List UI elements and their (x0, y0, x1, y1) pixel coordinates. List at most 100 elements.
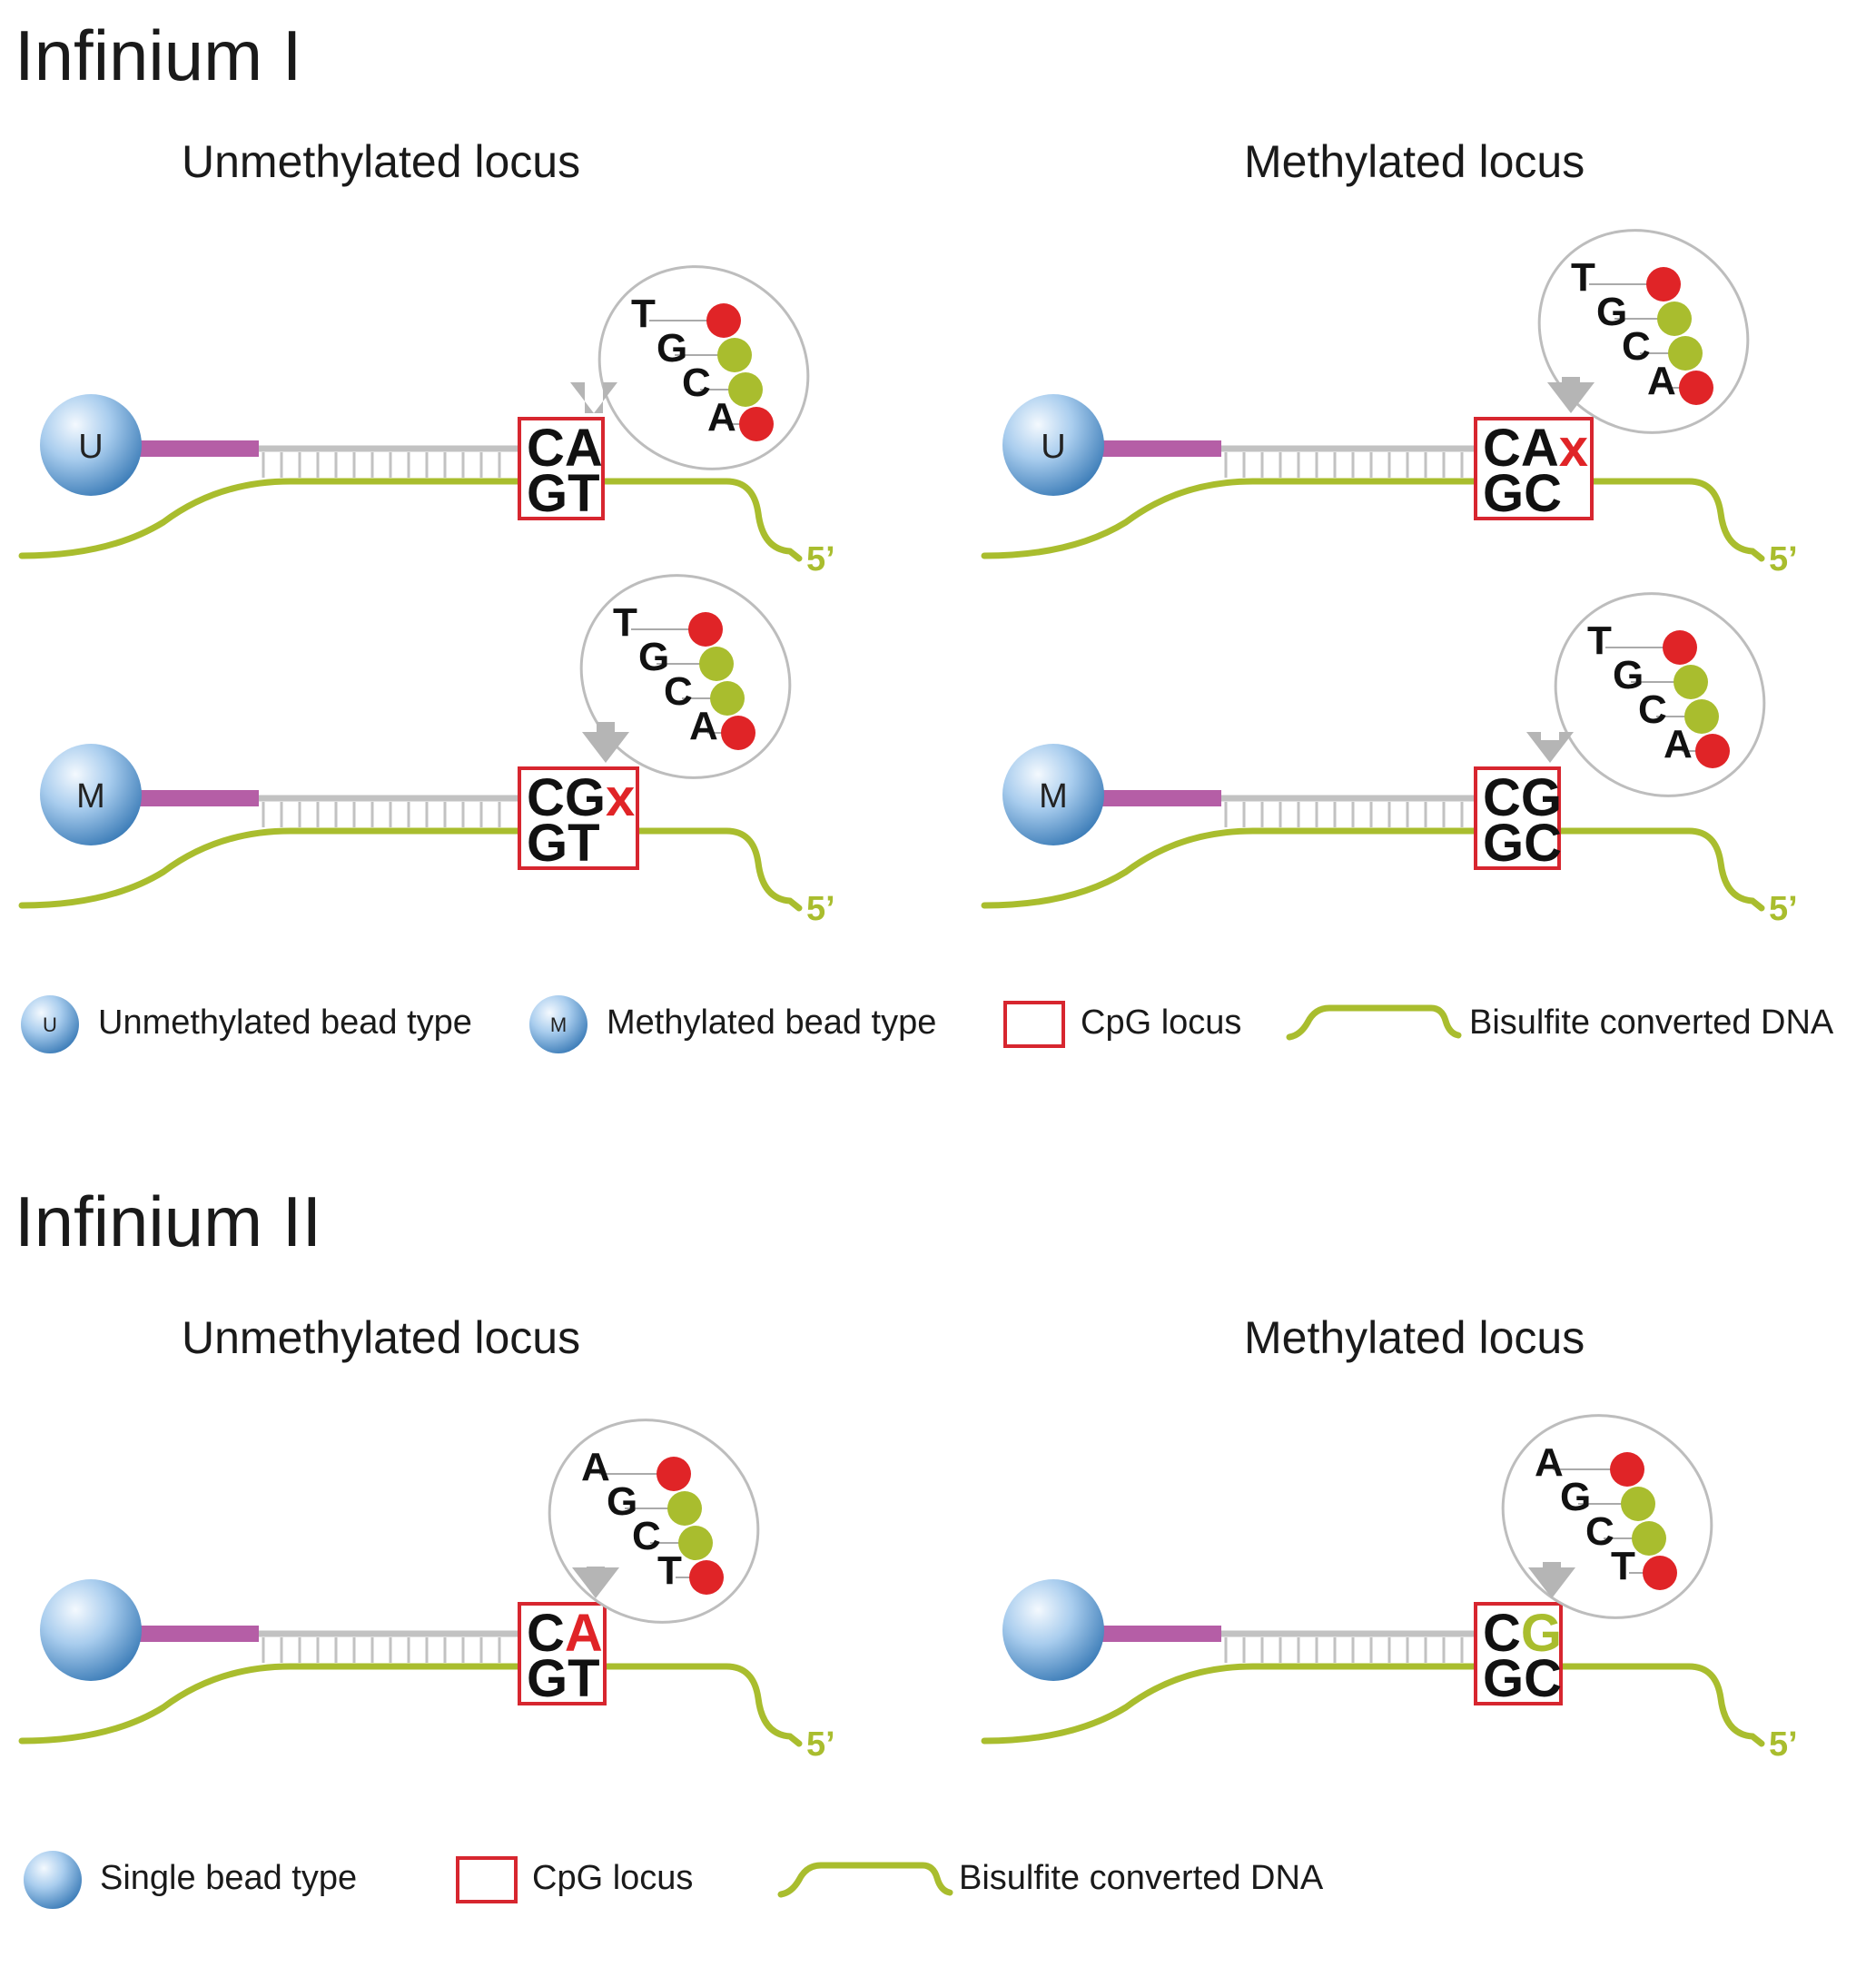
label-dye-dot (1610, 1452, 1644, 1487)
label-dye-dot (1684, 699, 1719, 734)
bead-label: U (78, 428, 103, 466)
single-bead-legend-icon (24, 1851, 82, 1909)
legend-infinium-2: Single bead type CpG locus Bisulfite con… (24, 1851, 1324, 1909)
label-dye-dot (710, 681, 745, 716)
bisulfite-dna-legend-icon-2 (777, 1862, 953, 1898)
label-dye-dot (1674, 665, 1708, 699)
nucleotide-letter: A (1535, 1440, 1564, 1485)
five-prime-label: 5’ (806, 1725, 835, 1764)
legend-cpg-locus: CpG locus (1081, 1003, 1241, 1042)
probe-bases-main: CA (1483, 419, 1559, 478)
label-dye-dot (1657, 302, 1692, 336)
nucleotide-letter: T (1611, 1544, 1635, 1588)
label-dye-dot (1663, 630, 1697, 665)
legend-cpg-locus-2: CpG locus (532, 1859, 693, 1897)
nucleotide-letter: C (632, 1514, 661, 1558)
nucleotide-letter: A (581, 1445, 610, 1489)
bead-label: U (1041, 428, 1065, 466)
label-dye-dot (688, 612, 723, 647)
nucleotide-letter: A (1664, 722, 1693, 766)
bisulfite-dna-strand (981, 1663, 1765, 1747)
infinium-2-title: Infinium II (15, 1181, 321, 1261)
target-bases: GT (527, 1649, 600, 1708)
nucleotide-letter: T (631, 292, 656, 336)
cpg-locus-box (1474, 1602, 1563, 1705)
infinium-1-methylated-header: Methylated locus (1244, 136, 1585, 187)
probe-bases-main: CG (1483, 768, 1562, 827)
legend-single-bead: Single bead type (100, 1859, 357, 1897)
target-bases: GC (1483, 1649, 1562, 1708)
extended-base: G (1521, 1604, 1562, 1663)
nucleotide-letter: A (1647, 359, 1676, 403)
bisulfite-dna-strand (18, 478, 803, 562)
nucleotide-letter: A (689, 704, 718, 748)
cpg-locus-box (518, 766, 639, 870)
label-dye-dot (1668, 336, 1703, 371)
probe-bases: CA (527, 1604, 603, 1663)
infinium-2-methylated-header: Methylated locus (1244, 1312, 1585, 1363)
legend-bisulfite-dna: Bisulfite converted DNA (1469, 1003, 1834, 1042)
cpg-locus-box (1474, 766, 1561, 870)
bead-label: M (76, 777, 105, 816)
bead (40, 394, 142, 496)
legend-unmethylated-bead: Unmethylated bead type (98, 1003, 472, 1042)
bead-label: M (1039, 777, 1068, 816)
incorporation-arrow (582, 722, 629, 763)
incorporation-arrow (572, 1567, 619, 1598)
cpg-locus-box (1474, 417, 1594, 520)
label-dye-dot (1621, 1487, 1655, 1521)
label-dye-dot (678, 1526, 713, 1560)
cpg-locus-legend-icon-2 (456, 1856, 518, 1903)
extended-base: A (565, 1604, 603, 1663)
nucleotide-letter: C (1622, 324, 1651, 369)
legend-infinium-1: U Unmethylated bead type M Methylated be… (21, 995, 1834, 1053)
nucleotide-letter: G (657, 326, 687, 371)
probe-bases-main: CA (527, 419, 603, 478)
label-dye-dot (717, 338, 752, 372)
unmethylated-bead-legend-icon (21, 995, 79, 1053)
label-dye-dot (667, 1491, 702, 1526)
legend-methylated-bead: Methylated bead type (607, 1003, 936, 1042)
label-dye-dot (706, 303, 741, 338)
probe-bases-main: C (527, 1604, 565, 1663)
target-bases: GC (1483, 814, 1562, 873)
bead (1002, 744, 1104, 845)
incorporation-arrow (570, 382, 617, 413)
infinium-1-title: Infinium I (15, 15, 301, 95)
incorporation-arrow (1547, 377, 1595, 413)
nucleotide-letter: T (1587, 618, 1612, 663)
nucleotide-letter: G (1560, 1475, 1591, 1519)
incorporation-arrow (1526, 732, 1574, 763)
extended-base: x (606, 768, 635, 827)
bead (40, 744, 142, 845)
five-prime-label: 5’ (1769, 1725, 1798, 1764)
cpg-locus-box (518, 417, 605, 520)
probe-bases: CAx (1483, 419, 1588, 478)
cpg-locus-legend-icon (1003, 1001, 1065, 1048)
extended-base: x (1559, 419, 1588, 478)
methylated-bead-legend-icon (529, 995, 587, 1053)
nucleotide-letter: G (1596, 290, 1627, 334)
nucleotide-letter: G (638, 635, 669, 679)
incorporation-arrow (1528, 1562, 1575, 1598)
label-dye-dot (657, 1457, 691, 1491)
nucleotide-letter: G (1613, 653, 1644, 697)
nucleotide-letter: C (682, 361, 711, 405)
target-bases: GC (1483, 464, 1562, 523)
probe-bases: CA (527, 419, 603, 478)
label-dye-dot (1643, 1556, 1677, 1590)
five-prime-label: 5’ (1769, 890, 1798, 928)
unmethylated-bead-legend-icon-label: U (43, 1013, 57, 1036)
probe-bases-main: CG (527, 768, 606, 827)
label-dye-dot (1632, 1521, 1666, 1556)
infinium-2-unmethylated-header: Unmethylated locus (182, 1312, 580, 1363)
nucleotide-letter: C (664, 669, 693, 714)
bead (1002, 1579, 1104, 1681)
probe-bases: CG (1483, 768, 1562, 827)
